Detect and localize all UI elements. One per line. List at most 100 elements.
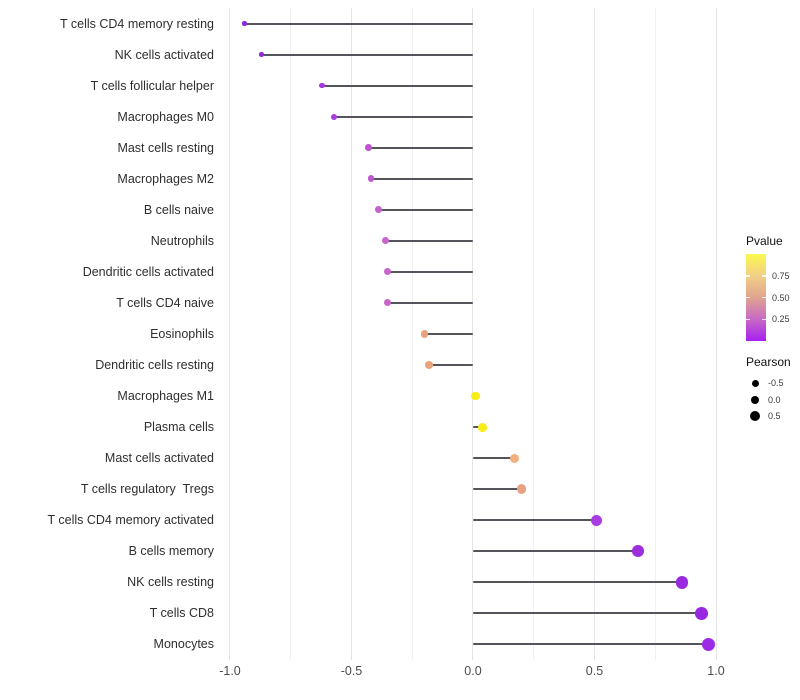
category-label: Eosinophils <box>150 326 214 341</box>
lollipop-stem <box>472 550 639 553</box>
pearson-legend-dot-wrap <box>746 411 764 422</box>
category-label: Macrophages M1 <box>117 389 214 404</box>
pearson-legend-item: 0.0 <box>746 392 800 409</box>
y-axis-category-labels: T cells CD4 memory resting NK cells activ… <box>0 8 215 660</box>
x-tick-label: 1.0 <box>707 664 725 678</box>
lollipop-dot <box>367 175 375 183</box>
pvalue-colorbar: 0.75 0.50 0.25 <box>746 254 790 341</box>
lollipop-stem <box>472 426 483 429</box>
pearson-legend-dot <box>750 395 760 404</box>
lollipop-stem <box>322 84 473 87</box>
lollipop-dot <box>509 453 519 463</box>
lollipop-dot <box>591 514 603 526</box>
lollipop-stem <box>472 519 597 522</box>
x-tick-label: 0.0 <box>464 664 482 678</box>
pearson-legend-title: Pearson <box>746 355 791 369</box>
colorbar-tick-notch <box>762 318 766 320</box>
category-label: Macrophages M2 <box>117 171 214 186</box>
lollipop-dot <box>516 484 527 494</box>
pearson-size-legend: Pearson -0.5 0.0 0.5 <box>746 355 800 425</box>
lollipop-dot <box>702 637 716 651</box>
x-tick-label: 0.5 <box>585 664 604 678</box>
lollipop-dot <box>632 545 645 558</box>
category-label: Monocytes <box>153 637 214 652</box>
lollipop-dot <box>420 330 429 338</box>
colorbar-tick-notch <box>746 275 750 277</box>
category-label: T cells follicular helper <box>90 78 214 93</box>
category-label: Plasma cells <box>143 420 214 435</box>
category-label: B cells naive <box>143 202 214 217</box>
category-label: Mast cells activated <box>104 451 214 466</box>
lollipop-dot <box>331 113 338 120</box>
lollipop-dot <box>471 391 480 401</box>
pearson-legend-label: -0.5 <box>768 378 784 389</box>
lollipop-dot <box>694 606 708 620</box>
major-gridline <box>472 8 474 660</box>
pearson-legend-dot-wrap <box>746 395 764 404</box>
colorbar-tick-notch <box>746 296 750 299</box>
lollipop-dot <box>374 206 382 214</box>
colorbar-tick-notch <box>762 296 766 299</box>
pearson-legend-dot-wrap <box>746 379 764 387</box>
lollipop-stem <box>387 301 473 304</box>
pearson-legend-item: -0.5 <box>746 375 800 392</box>
major-gridline <box>229 8 231 660</box>
category-label: Dendritic cells activated <box>82 264 214 279</box>
plot-panel <box>222 8 730 660</box>
category-label: T cells CD8 <box>149 606 214 621</box>
colorbar-tick-notch <box>746 318 750 320</box>
lollipop-dot <box>319 82 326 89</box>
pearson-legend-dot <box>750 411 760 422</box>
lollipop-stem <box>244 22 473 25</box>
lollipop-dot <box>382 237 389 245</box>
lollipop-stem <box>378 208 473 211</box>
lollipop-stem <box>472 612 702 615</box>
pvalue-legend-title: Pvalue <box>746 234 783 248</box>
lollipop-dot <box>384 299 392 307</box>
x-tick-label: -1.0 <box>219 664 241 678</box>
lollipop-dot <box>365 144 372 152</box>
lollipop-stem <box>424 333 473 335</box>
pearson-legend-label: 0.0 <box>768 394 781 405</box>
category-label: B cells memory <box>128 544 214 559</box>
colorbar-tick-notch <box>762 275 766 277</box>
category-label: T cells CD4 naive <box>116 295 214 310</box>
lollipop-stem <box>387 270 473 273</box>
category-label: T cells CD4 memory activated <box>47 513 215 528</box>
pvalue-tick-label: 0.50 <box>772 292 790 303</box>
lollipop-stem <box>472 457 515 460</box>
pearson-legend-item: 0.5 <box>746 408 800 425</box>
category-label: NK cells activated <box>114 47 214 62</box>
lollipop-stem <box>334 115 473 118</box>
pearson-legend-dot <box>751 379 759 387</box>
category-label: Macrophages M0 <box>117 109 214 124</box>
pearson-legend-label: 0.5 <box>768 411 781 422</box>
x-axis-tick-labels: -1.0 -0.5 0.0 0.5 1.0 <box>219 664 730 680</box>
lollipop-stem <box>261 53 473 56</box>
lollipop-dot <box>478 422 488 432</box>
lollipop-dot <box>425 361 434 369</box>
pvalue-color-legend: Pvalue 0.75 0.50 0.25 <box>746 234 800 341</box>
pvalue-tick-label: 0.75 <box>772 270 790 281</box>
x-tick-label: -0.5 <box>340 664 363 678</box>
lollipop-dot <box>259 52 264 57</box>
pvalue-tick-label: 0.25 <box>772 314 790 325</box>
lollipop-stem <box>429 364 473 367</box>
minor-gridline <box>411 8 413 660</box>
minor-gridline <box>654 8 656 660</box>
major-gridline <box>715 8 717 660</box>
major-gridline <box>350 8 352 660</box>
lollipop-stem <box>368 146 473 149</box>
minor-gridline <box>533 8 535 660</box>
major-gridline <box>594 8 595 660</box>
minor-gridline <box>290 8 292 660</box>
lollipop-dot <box>242 21 247 26</box>
lollipop-dot <box>384 268 392 276</box>
lollipop-stem <box>472 643 709 646</box>
lollipop-stem <box>385 239 473 242</box>
lollipop-stem <box>472 581 682 584</box>
lollipop-dot <box>675 576 689 589</box>
category-label: Neutrophils <box>150 233 214 248</box>
category-label: Mast cells resting <box>117 140 214 155</box>
